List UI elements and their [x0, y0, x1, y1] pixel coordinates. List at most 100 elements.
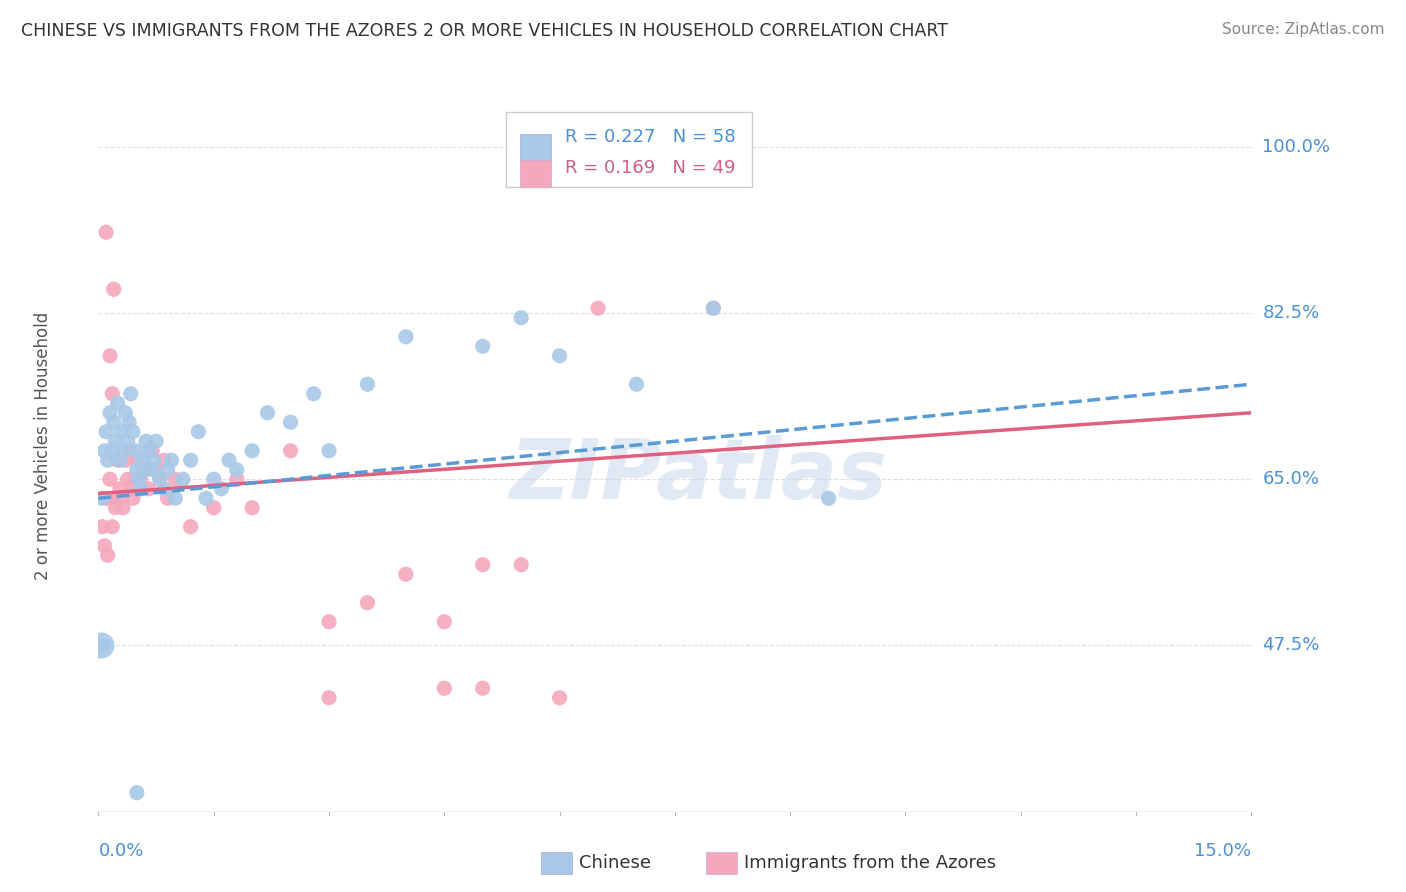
- Text: 82.5%: 82.5%: [1263, 304, 1320, 322]
- Point: [98, 406, 121, 420]
- Point: [93, 539, 115, 553]
- Point: [510, 310, 533, 325]
- Point: [356, 596, 378, 610]
- Point: [122, 425, 145, 439]
- Text: CHINESE VS IMMIGRANTS FROM THE AZORES 2 OR MORE VEHICLES IN HOUSEHOLD CORRELATIO: CHINESE VS IMMIGRANTS FROM THE AZORES 2 …: [21, 22, 948, 40]
- Point: [122, 491, 145, 506]
- Text: Chinese: Chinese: [579, 855, 651, 872]
- Point: [225, 472, 247, 486]
- Point: [104, 434, 127, 449]
- Point: [104, 500, 127, 515]
- Point: [302, 386, 325, 401]
- Point: [149, 472, 172, 486]
- Point: [195, 491, 218, 506]
- Point: [433, 615, 456, 629]
- Text: R = 0.227   N = 58: R = 0.227 N = 58: [565, 128, 735, 145]
- Point: [110, 491, 132, 506]
- Point: [318, 443, 340, 458]
- Point: [433, 681, 456, 696]
- Point: [129, 472, 152, 486]
- Point: [702, 301, 724, 316]
- Text: Source: ZipAtlas.com: Source: ZipAtlas.com: [1222, 22, 1385, 37]
- Point: [101, 443, 124, 458]
- Point: [125, 453, 148, 467]
- Point: [180, 520, 202, 534]
- Text: Immigrants from the Azores: Immigrants from the Azores: [744, 855, 995, 872]
- Point: [138, 482, 160, 496]
- Text: 100.0%: 100.0%: [1263, 137, 1330, 156]
- Point: [187, 425, 209, 439]
- Point: [135, 434, 157, 449]
- Point: [209, 482, 232, 496]
- Point: [127, 472, 149, 486]
- Point: [93, 443, 115, 458]
- Point: [548, 690, 571, 705]
- Point: [94, 491, 117, 506]
- Point: [101, 520, 124, 534]
- Point: [142, 453, 165, 467]
- Point: [172, 472, 194, 486]
- Point: [103, 491, 125, 506]
- Point: [111, 443, 134, 458]
- Point: [471, 339, 494, 353]
- Point: [125, 786, 148, 800]
- Point: [91, 491, 114, 506]
- Point: [280, 443, 302, 458]
- Point: [94, 225, 117, 239]
- Point: [97, 453, 120, 467]
- Point: [125, 463, 148, 477]
- Point: [129, 482, 152, 496]
- Point: [218, 453, 240, 467]
- Point: [202, 472, 225, 486]
- Point: [160, 453, 183, 467]
- Point: [256, 406, 278, 420]
- Point: [586, 301, 609, 316]
- Point: [138, 443, 160, 458]
- Point: [120, 482, 142, 496]
- Point: [240, 500, 263, 515]
- Point: [94, 425, 117, 439]
- Point: [202, 500, 225, 515]
- Text: ZIPatlas: ZIPatlas: [509, 434, 887, 516]
- Point: [356, 377, 378, 392]
- Point: [134, 463, 156, 477]
- Point: [510, 558, 533, 572]
- Point: [111, 500, 134, 515]
- Point: [141, 443, 163, 458]
- Point: [225, 463, 247, 477]
- Point: [318, 615, 340, 629]
- Point: [165, 491, 187, 506]
- Point: [156, 491, 179, 506]
- Point: [107, 453, 129, 467]
- Point: [90, 639, 112, 653]
- Point: [156, 463, 179, 477]
- Point: [114, 453, 136, 467]
- Point: [145, 463, 167, 477]
- Point: [145, 434, 167, 449]
- Point: [149, 472, 172, 486]
- Point: [132, 453, 155, 467]
- Point: [141, 463, 163, 477]
- Point: [702, 301, 724, 316]
- Point: [124, 443, 146, 458]
- Point: [471, 681, 494, 696]
- Point: [118, 415, 141, 429]
- Point: [103, 415, 125, 429]
- Point: [117, 472, 139, 486]
- Point: [548, 349, 571, 363]
- Point: [90, 639, 112, 653]
- Point: [318, 690, 340, 705]
- Point: [817, 491, 839, 506]
- Text: R = 0.169   N = 49: R = 0.169 N = 49: [565, 160, 735, 178]
- Point: [107, 396, 129, 410]
- Point: [395, 567, 418, 582]
- Point: [114, 406, 136, 420]
- Point: [108, 453, 131, 467]
- Point: [280, 415, 302, 429]
- Point: [152, 482, 174, 496]
- Point: [117, 434, 139, 449]
- Point: [98, 349, 121, 363]
- Point: [118, 443, 141, 458]
- Point: [165, 472, 187, 486]
- Point: [91, 520, 114, 534]
